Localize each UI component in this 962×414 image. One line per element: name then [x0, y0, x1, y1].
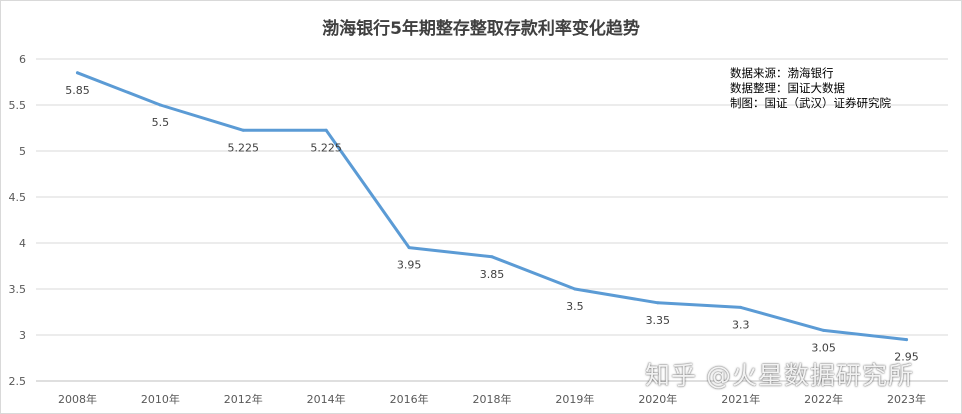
data-point — [407, 246, 411, 250]
data-point — [573, 287, 577, 291]
x-tick-label: 2023年 — [887, 392, 926, 406]
data-point — [822, 328, 826, 332]
data-label: 5.85 — [65, 84, 90, 97]
y-tick-label: 3.5 — [9, 283, 27, 296]
data-point — [158, 103, 162, 107]
data-label: 3.95 — [397, 259, 422, 272]
data-label: 3.35 — [646, 314, 671, 327]
data-label: 5.225 — [310, 141, 342, 154]
x-tick-label: 2014年 — [307, 392, 346, 406]
data-label: 5.5 — [152, 116, 170, 129]
x-tick-label: 2022年 — [804, 392, 843, 406]
x-tick-label: 2016年 — [390, 392, 429, 406]
x-tick-label: 2019年 — [555, 392, 594, 406]
data-point — [739, 305, 743, 309]
x-tick-label: 2010年 — [141, 392, 180, 406]
y-tick-label: 5 — [19, 145, 26, 158]
data-label: 2.95 — [894, 351, 919, 364]
x-tick-label: 2021年 — [721, 392, 760, 406]
data-label: 3.5 — [566, 300, 584, 313]
x-tick-label: 2018年 — [473, 392, 512, 406]
x-tick-label: 2008年 — [58, 392, 97, 406]
watermark: 知乎 @火星数据研究所 — [645, 361, 914, 390]
y-tick-label: 5.5 — [9, 99, 27, 112]
data-point — [241, 128, 245, 132]
data-point — [75, 71, 79, 75]
chart-title: 渤海银行5年期整存整取存款利率变化趋势 — [322, 19, 640, 39]
y-tick-label: 6 — [19, 53, 26, 66]
y-tick-label: 4.5 — [9, 191, 27, 204]
data-point — [656, 301, 660, 305]
data-label: 3.85 — [480, 268, 505, 281]
data-point — [905, 338, 909, 342]
y-tick-label: 3 — [19, 329, 26, 342]
x-tick-label: 2012年 — [224, 392, 263, 406]
data-point — [490, 255, 494, 259]
source-note: 数据来源：渤海银行 数据整理：国证大数据 制图：国证（武汉）证券研究院 — [730, 66, 891, 111]
y-tick-label: 2.5 — [9, 375, 27, 388]
source-line: 数据来源：渤海银行 — [730, 66, 834, 80]
compiler-line: 数据整理：国证大数据 — [730, 81, 845, 95]
data-label: 5.225 — [228, 141, 260, 154]
data-label: 3.3 — [732, 318, 750, 331]
series-line — [75, 71, 909, 342]
chart-credit-line: 制图：国证（武汉）证券研究院 — [730, 96, 891, 110]
data-point — [324, 128, 328, 132]
x-tick-label: 2020年 — [638, 392, 677, 406]
data-label: 3.05 — [811, 341, 836, 354]
y-tick-label: 4 — [19, 237, 26, 250]
